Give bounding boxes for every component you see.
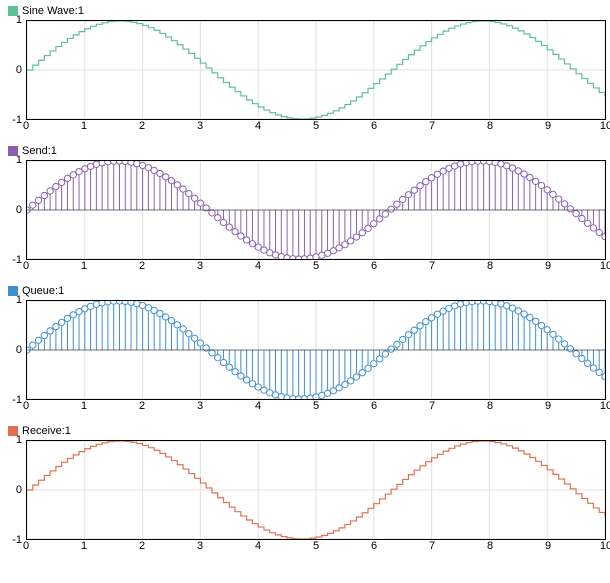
plot-panel: -101012345678910 bbox=[4, 300, 606, 414]
x-tick-label: 6 bbox=[371, 400, 377, 412]
x-tick-label: 7 bbox=[429, 400, 435, 412]
plot-area bbox=[26, 440, 606, 540]
x-tick-label: 7 bbox=[429, 260, 435, 272]
x-tick-label: 3 bbox=[197, 120, 203, 132]
x-tick-label: 10 bbox=[600, 120, 610, 132]
x-tick-label: 9 bbox=[545, 260, 551, 272]
x-tick-label: 9 bbox=[545, 400, 551, 412]
x-tick-label: 9 bbox=[545, 120, 551, 132]
x-tick-label: 5 bbox=[313, 120, 319, 132]
x-axis: 012345678910 bbox=[26, 540, 606, 554]
x-tick-label: 2 bbox=[139, 120, 145, 132]
x-tick-label: 2 bbox=[139, 540, 145, 552]
x-tick-label: 7 bbox=[429, 540, 435, 552]
x-tick-label: 10 bbox=[600, 260, 610, 272]
x-tick-label: 10 bbox=[600, 400, 610, 412]
y-tick-label: -1 bbox=[12, 534, 22, 546]
x-tick-label: 4 bbox=[255, 260, 261, 272]
legend-row: Send:1 bbox=[4, 140, 606, 160]
plot-panel: -101012345678910 bbox=[4, 20, 606, 134]
scope-container: Sine Wave:1-101012345678910Send:1-101012… bbox=[0, 0, 610, 583]
x-tick-label: 1 bbox=[81, 540, 87, 552]
x-tick-label: 6 bbox=[371, 260, 377, 272]
x-tick-label: 5 bbox=[313, 540, 319, 552]
y-axis: -101 bbox=[4, 300, 24, 400]
y-tick-label: 1 bbox=[16, 154, 22, 166]
y-tick-label: 1 bbox=[16, 434, 22, 446]
x-tick-label: 4 bbox=[255, 540, 261, 552]
x-tick-label: 8 bbox=[487, 540, 493, 552]
x-tick-label: 1 bbox=[81, 120, 87, 132]
legend-row: Receive:1 bbox=[4, 420, 606, 440]
x-tick-label: 0 bbox=[23, 260, 29, 272]
x-tick-label: 5 bbox=[313, 400, 319, 412]
y-axis: -101 bbox=[4, 20, 24, 120]
x-tick-label: 8 bbox=[487, 400, 493, 412]
x-tick-label: 3 bbox=[197, 540, 203, 552]
plot-area bbox=[26, 20, 606, 120]
y-tick-label: 1 bbox=[16, 294, 22, 306]
x-tick-label: 2 bbox=[139, 400, 145, 412]
x-axis: 012345678910 bbox=[26, 120, 606, 134]
legend-row: Sine Wave:1 bbox=[4, 0, 606, 20]
x-tick-label: 4 bbox=[255, 400, 261, 412]
x-tick-label: 2 bbox=[139, 260, 145, 272]
y-tick-label: 0 bbox=[16, 344, 22, 356]
x-tick-label: 3 bbox=[197, 400, 203, 412]
x-tick-label: 5 bbox=[313, 260, 319, 272]
y-axis: -101 bbox=[4, 440, 24, 540]
y-tick-label: 0 bbox=[16, 64, 22, 76]
legend-label: Receive:1 bbox=[22, 425, 71, 437]
x-tick-label: 0 bbox=[23, 540, 29, 552]
x-tick-label: 0 bbox=[23, 400, 29, 412]
legend-label: Sine Wave:1 bbox=[22, 5, 84, 17]
plot-area bbox=[26, 300, 606, 400]
x-axis: 012345678910 bbox=[26, 260, 606, 274]
y-tick-label: -1 bbox=[12, 254, 22, 266]
x-tick-label: 1 bbox=[81, 260, 87, 272]
plot-panel: -101012345678910 bbox=[4, 440, 606, 554]
y-tick-label: -1 bbox=[12, 114, 22, 126]
legend-row: Queue:1 bbox=[4, 280, 606, 300]
x-tick-label: 10 bbox=[600, 540, 610, 552]
plot-svg bbox=[27, 161, 605, 259]
y-axis: -101 bbox=[4, 160, 24, 260]
plot-svg bbox=[27, 441, 605, 539]
x-tick-label: 0 bbox=[23, 120, 29, 132]
plot-area bbox=[26, 160, 606, 260]
plot-svg bbox=[27, 301, 605, 399]
x-tick-label: 8 bbox=[487, 120, 493, 132]
x-tick-label: 7 bbox=[429, 120, 435, 132]
y-tick-label: 1 bbox=[16, 14, 22, 26]
x-tick-label: 3 bbox=[197, 260, 203, 272]
x-tick-label: 4 bbox=[255, 120, 261, 132]
legend-label: Send:1 bbox=[22, 145, 57, 157]
plot-svg bbox=[27, 21, 605, 119]
x-tick-label: 6 bbox=[371, 120, 377, 132]
x-tick-label: 1 bbox=[81, 400, 87, 412]
legend-label: Queue:1 bbox=[22, 285, 64, 297]
x-tick-label: 8 bbox=[487, 260, 493, 272]
y-tick-label: 0 bbox=[16, 484, 22, 496]
x-tick-label: 6 bbox=[371, 540, 377, 552]
x-tick-label: 9 bbox=[545, 540, 551, 552]
y-tick-label: -1 bbox=[12, 394, 22, 406]
x-axis: 012345678910 bbox=[26, 400, 606, 414]
plot-panel: -101012345678910 bbox=[4, 160, 606, 274]
y-tick-label: 0 bbox=[16, 204, 22, 216]
